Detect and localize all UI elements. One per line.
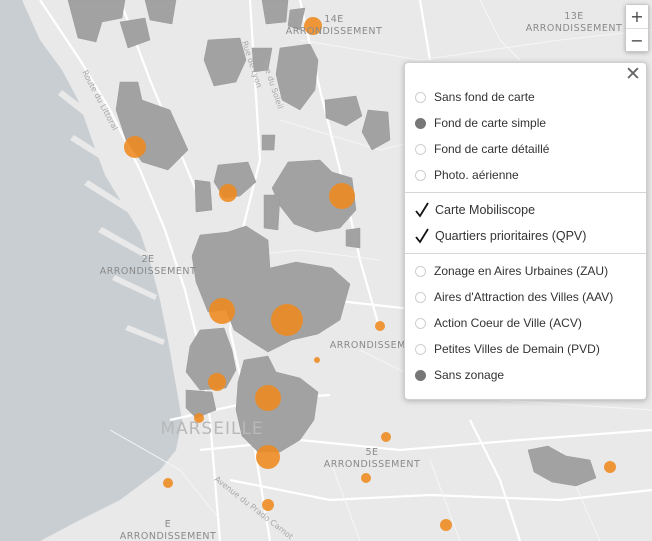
mobility-circle [208, 373, 226, 391]
radio-icon[interactable] [415, 317, 426, 329]
mobility-circle [256, 445, 280, 469]
zoning-option-label: Petites Villes de Demain (PVD) [434, 342, 600, 356]
checkmark-icon[interactable] [415, 228, 429, 244]
panel-separator [405, 253, 646, 254]
sea-area [0, 0, 182, 541]
radio-icon[interactable] [415, 91, 426, 103]
district-number-label: 2E [141, 254, 154, 265]
port-piers [58, 90, 165, 345]
mobility-circle [314, 357, 320, 363]
city-label: MARSEILLE [160, 419, 263, 439]
district-word-label: ARRONDISSEMENT [120, 531, 217, 541]
basemap-option-aerial[interactable]: Photo. aérienne [415, 162, 636, 188]
mobility-circle [163, 478, 173, 488]
mobility-circle [604, 461, 616, 473]
basemap-option-label: Fond de carte simple [434, 116, 547, 130]
minor-roads [109, 0, 652, 541]
mobility-circle [329, 183, 355, 209]
basemap-option-simple[interactable]: Fond de carte simple [415, 110, 636, 136]
zoom-out-button[interactable]: − [626, 28, 648, 51]
overlay-option-label: Carte Mobiliscope [435, 203, 536, 217]
district-word-label: ARRONDISSEMENT [100, 266, 197, 277]
zoning-option-label: Zonage en Aires Urbaines (ZAU) [434, 264, 609, 278]
district-number-label: 14E [324, 14, 344, 25]
zoning-group: Zonage en Aires Urbaines (ZAU) Aires d'A… [405, 258, 646, 388]
mobility-circle [262, 499, 274, 511]
radio-icon[interactable] [415, 343, 426, 355]
mobility-circle [361, 473, 371, 483]
basemap-option-none[interactable]: Sans fond de carte [415, 84, 636, 110]
overlay-option-mobiliscope[interactable]: Carte Mobiliscope [415, 197, 636, 223]
basemap-option-label: Sans fond de carte [434, 90, 535, 104]
mobility-circle [375, 321, 385, 331]
mobility-circle [219, 184, 237, 202]
mobility-circle [209, 298, 235, 324]
radio-selected-icon[interactable] [415, 369, 426, 381]
zoom-in-button[interactable]: + [626, 5, 648, 28]
checkmark-icon[interactable] [415, 202, 429, 218]
district-number-label: 5E [365, 447, 378, 458]
zoning-option-label: Aires d'Attraction des Villes (AAV) [434, 290, 614, 304]
mobility-circle [124, 136, 146, 158]
district-word-label: ARRONDISSEMENT [526, 23, 623, 34]
overlay-group: Carte Mobiliscope Quartiers prioritaires… [405, 197, 646, 249]
mobility-circles [124, 17, 616, 531]
district-word-label: ARRONDISSEMENT [324, 459, 421, 470]
mobility-circle [381, 432, 391, 442]
mobility-circle [271, 304, 303, 336]
basemap-option-label: Fond de carte détaillé [434, 142, 550, 156]
district-number-label: 13E [564, 11, 584, 22]
mobility-circle [304, 17, 322, 35]
zoning-option-acv[interactable]: Action Coeur de Ville (ACV) [415, 310, 636, 336]
close-icon[interactable]: ✕ [625, 63, 641, 85]
radio-selected-icon[interactable] [415, 117, 426, 129]
basemap-group: Sans fond de carte Fond de carte simple … [405, 63, 646, 188]
layers-panel: ✕ Sans fond de carte Fond de carte simpl… [404, 62, 647, 400]
basemap-option-detailed[interactable]: Fond de carte détaillé [415, 136, 636, 162]
overlay-option-qpv[interactable]: Quartiers prioritaires (QPV) [415, 223, 636, 249]
district-number-label: E [165, 519, 172, 530]
panel-separator [405, 192, 646, 193]
zoom-control: + − [625, 4, 649, 52]
radio-icon[interactable] [415, 291, 426, 303]
basemap-option-label: Photo. aérienne [434, 168, 519, 182]
zoning-option-label: Sans zonage [434, 368, 505, 382]
district-word-label: ARRONDISSEMENT [286, 26, 383, 37]
zoning-option-zau[interactable]: Zonage en Aires Urbaines (ZAU) [415, 258, 636, 284]
mobility-circle [194, 413, 204, 423]
district-word-label: ARRONDISSEMENT [330, 340, 427, 351]
zoning-option-aav[interactable]: Aires d'Attraction des Villes (AAV) [415, 284, 636, 310]
radio-icon[interactable] [415, 143, 426, 155]
overlay-option-label: Quartiers prioritaires (QPV) [435, 229, 587, 243]
qpv-zones [67, 0, 597, 487]
zoning-option-label: Action Coeur de Ville (ACV) [434, 316, 582, 330]
radio-icon[interactable] [415, 265, 426, 277]
zoning-option-pvd[interactable]: Petites Villes de Demain (PVD) [415, 336, 636, 362]
radio-icon[interactable] [415, 169, 426, 181]
zoning-option-none[interactable]: Sans zonage [415, 362, 636, 388]
mobility-circle [440, 519, 452, 531]
mobility-circle [255, 385, 281, 411]
